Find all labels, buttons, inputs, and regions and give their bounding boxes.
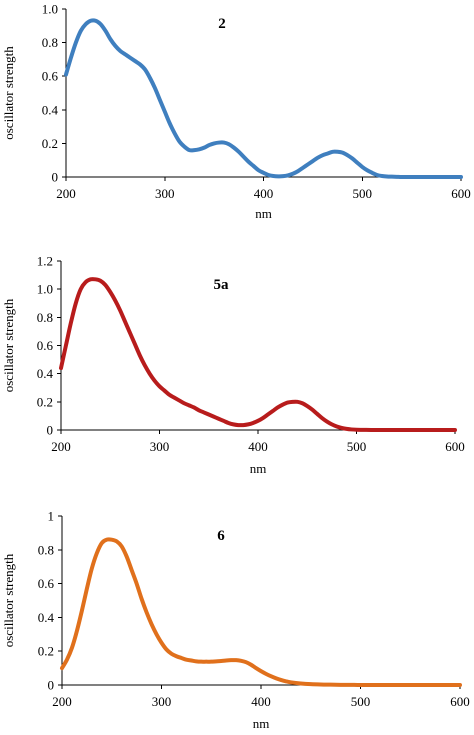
- y-tick-label: 0: [48, 678, 55, 693]
- x-tick-label: 600: [445, 439, 465, 454]
- x-tick-label: 400: [251, 694, 271, 709]
- series-line-1: [60, 537, 462, 688]
- y-tick-label: 1.2: [37, 254, 53, 269]
- y-tick-label: 1.0: [37, 282, 53, 297]
- chart-panel-1: 0 0.2 0.4 0.6 0.8 1.0 200 300 400 500 600 nm oscilla…: [1, 2, 471, 222]
- panel-title: 5a: [214, 277, 230, 293]
- y-tick-label: 0: [52, 170, 59, 185]
- x-tick-label: 400: [254, 186, 274, 201]
- y-tick-label: 0.2: [38, 644, 54, 659]
- x-tick-label: 200: [52, 694, 72, 709]
- x-tick-label: 500: [353, 186, 373, 201]
- x-tick-label: 300: [152, 694, 172, 709]
- x-axis-label: nm: [250, 461, 267, 476]
- x-tick-label: 300: [150, 439, 170, 454]
- x-tick-label: 600: [450, 694, 470, 709]
- y-tick-label: 0.4: [38, 610, 55, 625]
- chart-panel-2: 0 0.2 0.4 0.6 0.8 1.0 1.2 200 300 400 500 600 nm osci…: [1, 254, 465, 477]
- y-tick-label: 0.6: [37, 338, 54, 353]
- y-axis-label: oscillator strength: [1, 46, 16, 140]
- x-tick-label: 600: [451, 186, 471, 201]
- y-tick-label: 0.4: [42, 102, 59, 117]
- panel-title: 2: [218, 16, 226, 32]
- y-tick-label: 0.8: [42, 35, 58, 50]
- y-tick-label: 1.0: [42, 2, 58, 17]
- x-axis-label: nm: [255, 206, 272, 221]
- y-tick-label: 0.8: [38, 542, 54, 557]
- y-axis-label: oscillator strength: [1, 553, 16, 647]
- x-tick-label: 500: [347, 439, 367, 454]
- panel-title: 6: [217, 528, 225, 544]
- y-tick-label: 1: [48, 509, 55, 524]
- x-tick-label: 500: [351, 694, 371, 709]
- chart-panel-3: 0 0.2 0.4 0.6 0.8 1 200 300 400 500 600 nm oscillato…: [1, 509, 470, 732]
- y-tick-label: 0: [47, 423, 54, 438]
- y-tick-label: 0.2: [42, 136, 58, 151]
- y-axis-label: oscillator strength: [1, 298, 16, 392]
- x-tick-label: 400: [248, 439, 268, 454]
- x-tick-label: 300: [155, 186, 175, 201]
- y-tick-label: 0.2: [37, 394, 53, 409]
- x-tick-label: 200: [56, 186, 76, 201]
- y-tick-label: 0.6: [42, 69, 59, 84]
- x-axis-label: nm: [253, 716, 270, 731]
- series-line-1: [64, 18, 463, 180]
- series-line-1: [59, 277, 457, 433]
- y-tick-label: 0.8: [37, 310, 53, 325]
- y-tick-label: 0.4: [37, 366, 54, 381]
- x-tick-label: 200: [51, 439, 71, 454]
- y-tick-label: 0.6: [38, 576, 55, 591]
